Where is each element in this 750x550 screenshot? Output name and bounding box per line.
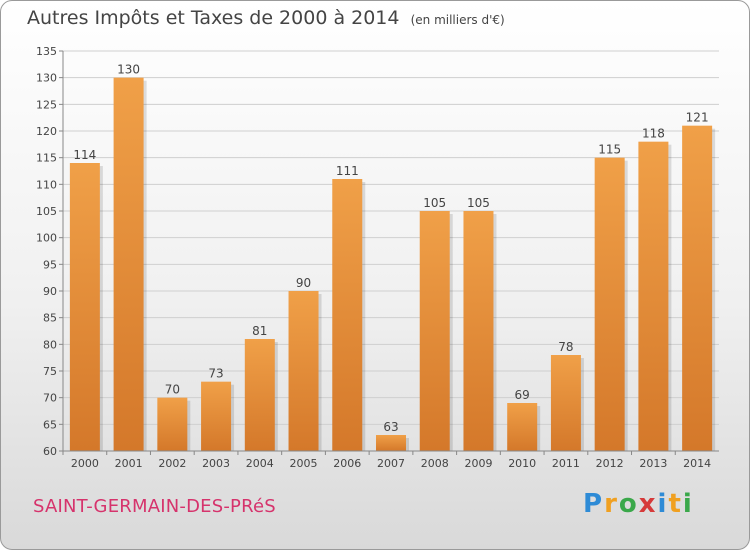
bar-2012 [594, 157, 625, 451]
y-tick-label: 95 [43, 258, 57, 271]
logo-letter: i [682, 489, 694, 519]
x-tick-label-2004: 2004 [246, 457, 274, 470]
bars [69, 77, 716, 452]
y-tick-label: 80 [43, 338, 57, 351]
data-label-2011: 78 [558, 340, 573, 354]
x-tick-label-2007: 2007 [377, 457, 405, 470]
logo-letter: o [618, 489, 639, 519]
bar-2009 [463, 211, 494, 451]
data-label-2012: 115 [598, 143, 621, 157]
data-label-2000: 114 [73, 148, 96, 162]
y-tick-label: 90 [43, 285, 57, 298]
axes [62, 51, 719, 452]
bar-2007 [376, 435, 406, 451]
x-tick-label-2006: 2006 [333, 457, 361, 470]
chart-title: Autres Impôts et Taxes de 2000 à 2014 [27, 7, 400, 29]
x-tick-label-2013: 2013 [639, 457, 667, 470]
bar-2013 [638, 141, 669, 451]
bar-2005 [288, 291, 319, 451]
bar-2000 [69, 163, 100, 451]
data-label-2010: 69 [515, 388, 530, 402]
data-label-2002: 70 [165, 383, 180, 397]
y-tick-label: 65 [43, 418, 57, 431]
data-label-2008: 105 [423, 196, 446, 210]
logo-letter: r [604, 489, 619, 519]
x-tick-label-2001: 2001 [115, 457, 143, 470]
bar-2001 [113, 77, 144, 452]
x-tick-label-2011: 2011 [552, 457, 580, 470]
x-tick-label-2012: 2012 [596, 457, 624, 470]
logo-letter: i [657, 489, 669, 519]
y-tick-label: 100 [36, 232, 57, 245]
x-tick-label-2002: 2002 [158, 457, 186, 470]
data-label-2014: 121 [686, 111, 709, 125]
bar-2003 [201, 381, 232, 451]
y-tick-label: 125 [36, 98, 57, 111]
y-tick-label: 110 [36, 178, 57, 191]
x-tick-label-2009: 2009 [464, 457, 492, 470]
x-tick-label-2010: 2010 [508, 457, 536, 470]
x-tick-label-2008: 2008 [421, 457, 449, 470]
data-label-2009: 105 [467, 196, 490, 210]
x-tick-label-2003: 2003 [202, 457, 230, 470]
bar-2011 [550, 355, 581, 451]
title-row: Autres Impôts et Taxes de 2000 à 2014 (e… [27, 7, 505, 29]
x-axis-ticks: 2000 2001 2002 2003 2004 2005 2006 2007 2008 2009… [62, 451, 711, 470]
y-tick-label: 120 [36, 125, 57, 138]
logo-letter: t [668, 489, 683, 519]
bar-2006 [332, 179, 363, 451]
bar-2002 [157, 397, 188, 451]
bar-2008 [419, 211, 450, 451]
data-label-2006: 111 [336, 164, 359, 178]
data-label-2007: 63 [383, 420, 398, 434]
x-tick-label-2000: 2000 [71, 457, 99, 470]
y-tick-label: 70 [43, 392, 57, 405]
y-tick-label: 85 [43, 312, 57, 325]
data-label-2005: 90 [296, 276, 311, 290]
data-label-2004: 81 [252, 324, 267, 338]
commune-name: SAINT-GERMAIN-DES-PRéS [33, 496, 276, 517]
y-axis-ticks: 60 65 70 75 80 85 90 95 100 105 110 115 120 125 130 135 [36, 45, 63, 458]
proxiti-logo: Proxiti [583, 489, 694, 519]
y-tick-label: 75 [43, 365, 57, 378]
chart-subtitle: (en milliers d'€) [410, 13, 505, 27]
data-labels: 114 130 70 73 81 90 111 63 105 105 69 78 115 118 121 [73, 63, 708, 434]
data-label-2013: 118 [642, 127, 665, 141]
x-tick-label-2005: 2005 [290, 457, 318, 470]
logo-letter: P [583, 489, 605, 519]
y-tick-label: 115 [36, 152, 57, 165]
logo-letter: x [638, 489, 658, 519]
bar-2014 [682, 125, 713, 452]
y-tick-label: 60 [43, 445, 57, 458]
y-tick-label: 135 [36, 45, 57, 58]
bar-2004 [244, 339, 275, 451]
y-tick-label: 130 [36, 72, 57, 85]
data-label-2001: 130 [117, 63, 140, 77]
x-tick-label-2014: 2014 [683, 457, 711, 470]
bar-2010 [507, 403, 538, 451]
y-tick-label: 105 [36, 205, 57, 218]
data-label-2003: 73 [208, 367, 223, 381]
